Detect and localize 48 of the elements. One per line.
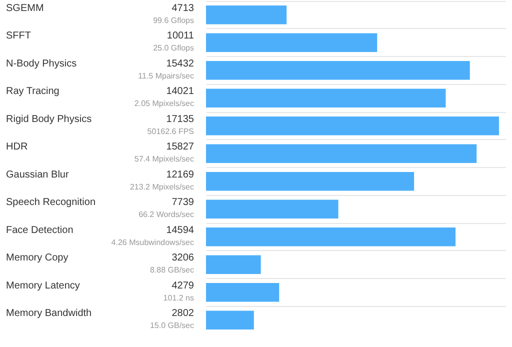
bar — [206, 227, 456, 246]
y-tick-label: N-Body Physics — [6, 58, 77, 70]
y-tick-label: Ray Tracing — [6, 86, 60, 98]
data-label: 7739 — [172, 197, 194, 208]
bar — [206, 172, 414, 191]
y-tick-label: Memory Bandwidth — [6, 308, 92, 320]
text: 101.2 ns — [163, 293, 194, 302]
text: 57.4 Mpixels/sec — [134, 154, 194, 164]
text: 15.0 GB/sec — [150, 321, 194, 330]
text: 50162.6 FPS — [147, 126, 194, 136]
text: 99.6 Gflops — [153, 16, 194, 25]
bar — [206, 60, 470, 80]
text: 66.2 Words/sec — [138, 210, 194, 220]
data-label: 15827 — [166, 142, 194, 153]
data-label: 10011 — [166, 30, 194, 42]
bar — [206, 116, 499, 136]
y-tick-label: Memory Latency — [6, 280, 80, 292]
bar — [206, 282, 280, 302]
data-label: 15432 — [166, 58, 194, 70]
bar — [206, 88, 446, 108]
data-label: 2802 — [172, 308, 194, 320]
y-tick-label: HDR — [6, 142, 28, 153]
text: 213.2 Mpixels/sec — [130, 182, 194, 192]
bar — [206, 5, 287, 24]
y-tick-label: Rigid Body Physics — [6, 114, 92, 125]
bar — [206, 33, 378, 52]
data-label: 4279 — [172, 280, 194, 292]
text: 11.5 Mpairs/sec — [138, 71, 194, 80]
data-label: 4713 — [172, 2, 194, 14]
text: 2.05 Mpixels/sec — [134, 99, 194, 108]
bar — [206, 255, 261, 274]
bar — [206, 310, 254, 330]
y-tick-label: SGEMM — [6, 2, 44, 14]
y-tick-label: Gaussian Blur — [6, 169, 70, 180]
data-label: 17135 — [166, 114, 194, 125]
y-tick-label: Face Detection — [6, 224, 74, 236]
y-tick-label: Speech Recognition — [6, 197, 96, 208]
text: 4.26 Msubwindows/sec — [111, 238, 194, 247]
data-label: 12169 — [166, 169, 194, 180]
y-tick-label: SFFT — [6, 30, 31, 42]
y-tick-label: Memory Copy — [6, 252, 68, 264]
data-label: 14594 — [166, 224, 194, 236]
text: 8.88 GB/sec — [150, 266, 194, 275]
bar — [206, 144, 477, 164]
text: 25.0 Gflops — [153, 44, 194, 53]
bar — [206, 200, 338, 219]
data-label: 14021 — [166, 86, 194, 98]
data-label: 3206 — [172, 252, 194, 264]
